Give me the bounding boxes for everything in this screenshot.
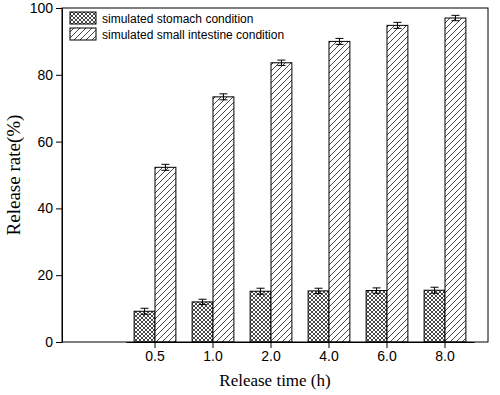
tick: 6.0: [377, 342, 397, 364]
tick: 8.0: [435, 342, 455, 364]
error-bar: [161, 164, 169, 170]
tick-mark: [56, 342, 62, 343]
legend-swatch: [70, 12, 96, 24]
tick: 80: [37, 67, 62, 83]
bars: [134, 15, 466, 342]
x-axis: 0.5 1.0 2.0 4.0 6.0 8.0: [127, 342, 475, 364]
tick-label: 0.5: [145, 348, 165, 364]
legend-label: simulated small intestine condition: [102, 28, 284, 42]
tick-mark: [56, 75, 62, 76]
error-bar: [315, 288, 323, 293]
bar: [366, 291, 387, 342]
tick: 1.0: [203, 342, 223, 364]
tick-label: 1.0: [203, 348, 223, 364]
tick: 20: [37, 267, 62, 283]
tick-mark: [56, 8, 62, 9]
bar: [424, 290, 445, 342]
error-bar: [431, 287, 439, 293]
tick-label: 8.0: [435, 348, 455, 364]
tick-label: 4.0: [319, 348, 339, 364]
bar: [192, 302, 213, 342]
error-bar: [141, 308, 149, 314]
tick-label: 2.0: [261, 348, 281, 364]
error-bar: [373, 288, 381, 293]
error-bar: [199, 299, 207, 304]
plot-frame: [62, 8, 488, 342]
tick-label: 80: [37, 67, 53, 83]
error-bar: [451, 15, 459, 20]
tick: 2.0: [261, 342, 281, 364]
bar: [308, 291, 329, 342]
tick-label: 60: [37, 134, 53, 150]
x-axis-title: Release time (h): [219, 371, 330, 390]
bar: [134, 311, 155, 342]
tick-label: 0: [45, 334, 53, 350]
error-bar: [277, 60, 285, 65]
axis-line: [127, 342, 475, 343]
tick-label: 40: [37, 200, 53, 216]
tick: 0: [45, 334, 62, 350]
bar: [271, 63, 292, 342]
tick: 0.5: [145, 342, 165, 364]
bar: [213, 97, 234, 342]
tick: 60: [37, 134, 62, 150]
bar-series: [155, 15, 466, 342]
bar: [329, 41, 350, 342]
tick: 100: [30, 0, 62, 16]
tick-label: 100: [30, 0, 54, 16]
legend-swatch: [70, 28, 96, 40]
bar: [387, 25, 408, 342]
y-axis-title: Release rate(%): [3, 115, 25, 236]
tick-label: 6.0: [377, 348, 397, 364]
legend-label: simulated stomach condition: [102, 12, 253, 26]
tick-mark: [56, 142, 62, 143]
error-bar: [393, 22, 401, 28]
bar: [445, 18, 466, 342]
error-bar: [257, 288, 265, 294]
tick-mark: [56, 275, 62, 276]
bar: [250, 291, 271, 342]
chart: 0 20 40 60 80 100 0.5 1.0 2.0 4.0 6.0 8.0 Release ti…: [0, 0, 500, 395]
tick-mark: [56, 208, 62, 209]
bar: [155, 167, 176, 342]
legend: simulated stomach condition simulated sma…: [70, 12, 284, 42]
tick: 4.0: [319, 342, 339, 364]
error-bar: [219, 94, 227, 100]
tick-label: 20: [37, 267, 53, 283]
error-bar: [335, 38, 343, 44]
axis-line: [62, 9, 63, 343]
y-axis: 0 20 40 60 80 100: [30, 0, 63, 350]
tick: 40: [37, 200, 62, 216]
